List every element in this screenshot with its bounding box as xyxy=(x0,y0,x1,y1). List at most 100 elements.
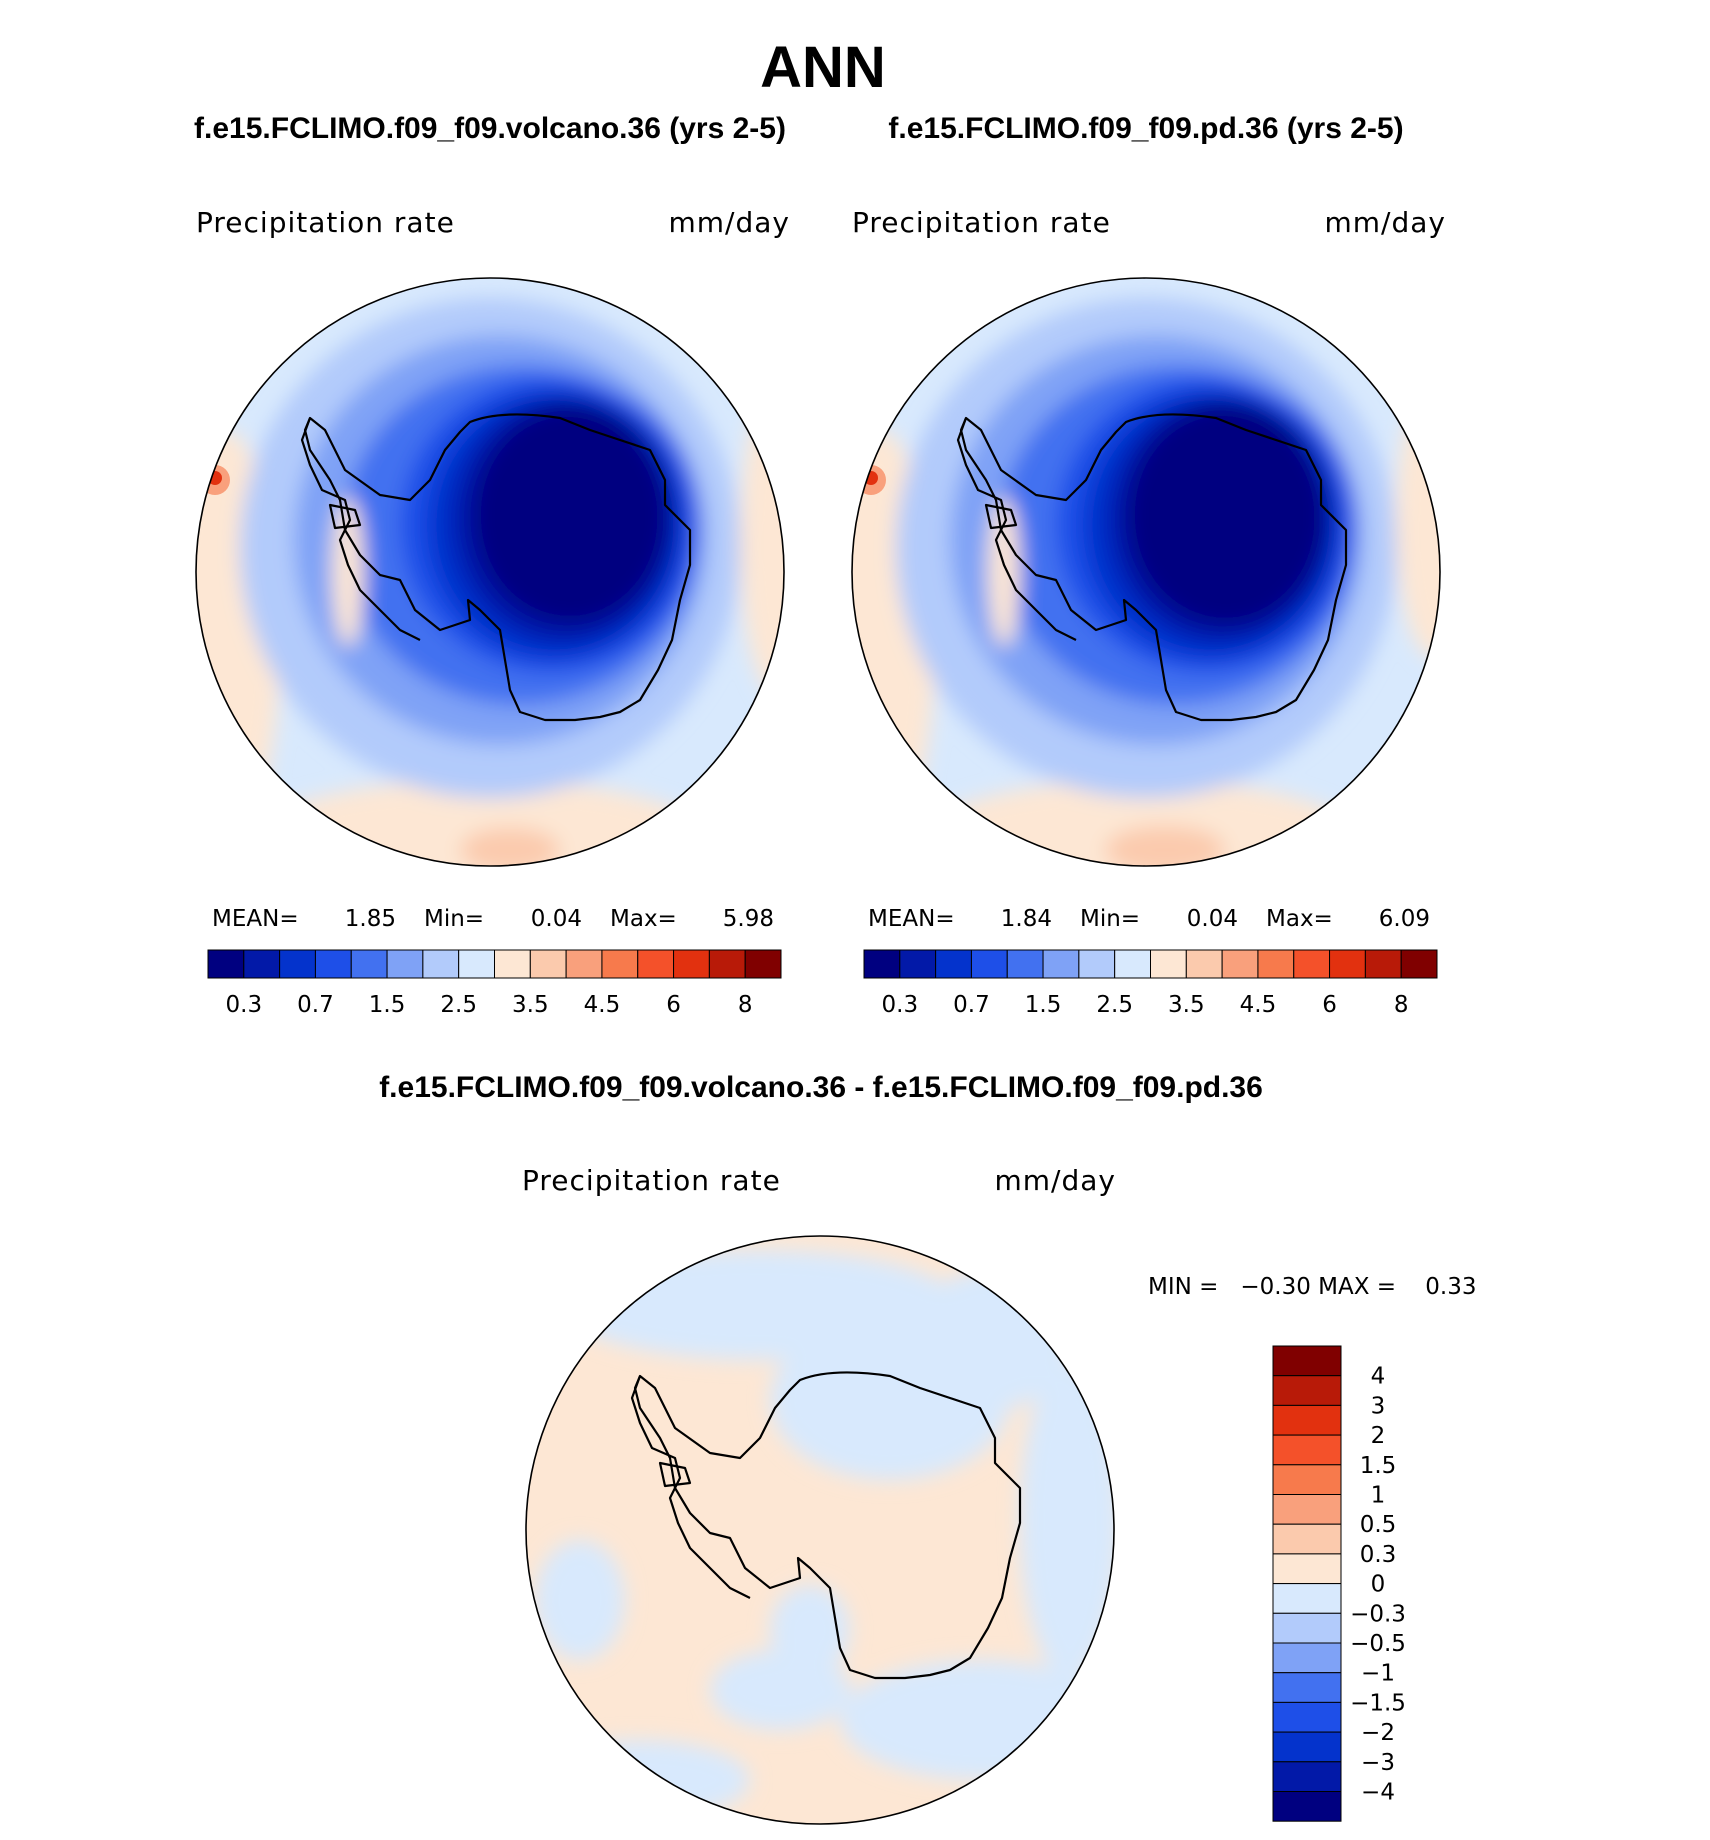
colorbar-tick-label: 0.3 xyxy=(882,992,919,1018)
colorbar-tick-label: 3.5 xyxy=(512,992,549,1018)
difference-variable-label: Precipitation rate xyxy=(522,1164,781,1197)
panel-volcano-max-value: 5.98 xyxy=(723,906,774,932)
colorbar-tick-label: 0 xyxy=(1371,1572,1386,1598)
panel-volcano-min-label: Min= xyxy=(424,906,484,932)
colorbar-swatch xyxy=(1364,949,1402,979)
panel-pd-variable-label: Precipitation rate xyxy=(852,206,1111,239)
colorbar-swatch xyxy=(243,949,281,979)
panel-pd-case-title: f.e15.FCLIMO.f09_f09.pd.36 (yrs 2-5) xyxy=(888,112,1403,145)
antarctic-peninsula-coast xyxy=(630,1375,751,1599)
panel-pd-mean-value: 1.84 xyxy=(1001,906,1052,932)
colorbar-swatch xyxy=(422,949,460,979)
colorbar-swatch xyxy=(899,949,937,979)
colorbar-swatch xyxy=(386,949,424,979)
colorbar-tick-label: −3 xyxy=(1361,1750,1395,1776)
colorbar-swatch xyxy=(1185,949,1223,979)
colorbar-swatch xyxy=(1272,1404,1342,1436)
panel-difference: f.e15.FCLIMO.f09_f09.volcano.36 - f.e15.… xyxy=(379,1071,1477,1825)
colorbar-tick-label: 4.5 xyxy=(1240,992,1277,1018)
colorbar-tick-label: 0.3 xyxy=(1360,1542,1397,1568)
colorbar-swatch xyxy=(1329,949,1366,979)
panel-pd-max-value: 6.09 xyxy=(1379,906,1430,932)
panel-pd-colorbar xyxy=(863,949,1438,979)
colorbar-swatch xyxy=(1272,1523,1342,1555)
colorbar-swatch xyxy=(529,949,567,979)
colorbar-swatch xyxy=(744,949,782,979)
map-warm-lobe-east xyxy=(740,380,784,700)
colorbar-swatch xyxy=(1272,1494,1342,1525)
colorbar-tick-label: 4.5 xyxy=(584,992,621,1018)
ice-shelf-outline xyxy=(328,503,362,530)
colorbar-tick-label: 2.5 xyxy=(440,992,477,1018)
panel-pd-mean-label: MEAN= xyxy=(868,906,955,932)
antarctic-peninsula-coast xyxy=(956,417,1077,641)
figure-title: ANN xyxy=(760,35,886,100)
panel-volcano-case-title: f.e15.FCLIMO.f09_f09.volcano.36 (yrs 2-5… xyxy=(194,112,786,145)
panel-pd-max-label: Max= xyxy=(1266,906,1333,932)
colorbar-swatch xyxy=(1272,1375,1342,1406)
colorbar-swatch xyxy=(1400,949,1438,979)
colorbar-swatch xyxy=(970,949,1008,979)
panel-volcano-colorbar xyxy=(207,949,782,979)
colorbar-tick-label: 1.5 xyxy=(369,992,406,1018)
panel-pd-units-label: mm/day xyxy=(1325,206,1447,239)
map-negative-region-ross xyxy=(770,1585,850,1675)
colorbar-swatch xyxy=(1006,949,1044,979)
colorbar-tick-label: −0.5 xyxy=(1350,1631,1406,1657)
colorbar-swatch xyxy=(1272,1642,1342,1674)
map-peninsula-moist xyxy=(988,497,1020,647)
panel-volcano-map xyxy=(196,278,784,866)
map-negative-region-southwest xyxy=(530,1740,750,1820)
colorbar-swatch xyxy=(1078,949,1116,979)
difference-minmax-label: MIN = −0.30 MAX = 0.33 xyxy=(1148,1274,1477,1300)
map-band-7 xyxy=(474,407,666,623)
map-negative-region-east xyxy=(1020,1360,1114,1680)
colorbar-tick-label: −2 xyxy=(1361,1720,1395,1746)
colorbar-swatch xyxy=(1114,949,1151,979)
colorbar-swatch xyxy=(1257,949,1295,979)
difference-title: f.e15.FCLIMO.f09_f09.volcano.36 - f.e15.… xyxy=(379,1071,1263,1104)
difference-colorbar-ticks: 4 3 2 1.5 1 0.5 0.3 0 −0.3 −0.5 −1 −1.5 −2 −3 −4 xyxy=(1350,1364,1406,1806)
colorbar-swatch xyxy=(1272,1672,1342,1703)
colorbar-swatch xyxy=(314,949,352,979)
colorbar-tick-label: 0.7 xyxy=(953,992,990,1018)
colorbar-swatch xyxy=(1272,1583,1342,1614)
difference-colorbar xyxy=(1272,1345,1342,1822)
difference-units-label: mm/day xyxy=(995,1164,1117,1197)
colorbar-tick-label: 1 xyxy=(1371,1483,1386,1509)
colorbar-tick-label: −4 xyxy=(1361,1780,1395,1806)
colorbar-tick-label: 2 xyxy=(1371,1423,1386,1449)
colorbar-swatch xyxy=(1272,1612,1342,1644)
antarctic-peninsula-coast xyxy=(300,417,421,641)
colorbar-tick-label: 4 xyxy=(1371,1364,1386,1390)
colorbar-tick-label: 0.5 xyxy=(1360,1512,1397,1538)
colorbar-tick-label: 0.3 xyxy=(226,992,263,1018)
colorbar-swatch xyxy=(1042,949,1080,979)
colorbar-swatch xyxy=(1272,1464,1342,1496)
colorbar-tick-label: 6 xyxy=(666,992,681,1018)
colorbar-tick-label: 1.5 xyxy=(1360,1453,1397,1479)
panel-volcano-map-outline xyxy=(195,277,785,867)
ice-shelf-outline xyxy=(984,503,1018,530)
panel-pd-min-value: 0.04 xyxy=(1187,906,1238,932)
colorbar-swatch xyxy=(1272,1434,1342,1466)
colorbar-swatch xyxy=(1272,1701,1342,1733)
ice-shelf-outline xyxy=(658,1461,692,1488)
colorbar-tick-label: −1 xyxy=(1361,1661,1395,1687)
colorbar-tick-label: −1.5 xyxy=(1350,1690,1406,1716)
colorbar-swatch xyxy=(673,949,710,979)
colorbar-swatch xyxy=(637,949,675,979)
colorbar-swatch xyxy=(1272,1761,1342,1793)
colorbar-swatch xyxy=(601,949,639,979)
colorbar-swatch xyxy=(863,949,901,979)
difference-map-outline xyxy=(525,1235,1115,1825)
map-warm-spot-south xyxy=(460,828,560,866)
colorbar-swatch xyxy=(279,949,316,979)
colorbar-tick-label: 8 xyxy=(738,992,753,1018)
colorbar-swatch xyxy=(565,949,603,979)
colorbar-swatch xyxy=(207,949,245,979)
colorbar-swatch xyxy=(1221,949,1259,979)
panel-volcano: f.e15.FCLIMO.f09_f09.volcano.36 (yrs 2-5… xyxy=(194,112,789,1018)
colorbar-tick-label: 2.5 xyxy=(1096,992,1133,1018)
colorbar-swatch xyxy=(1272,1791,1342,1822)
